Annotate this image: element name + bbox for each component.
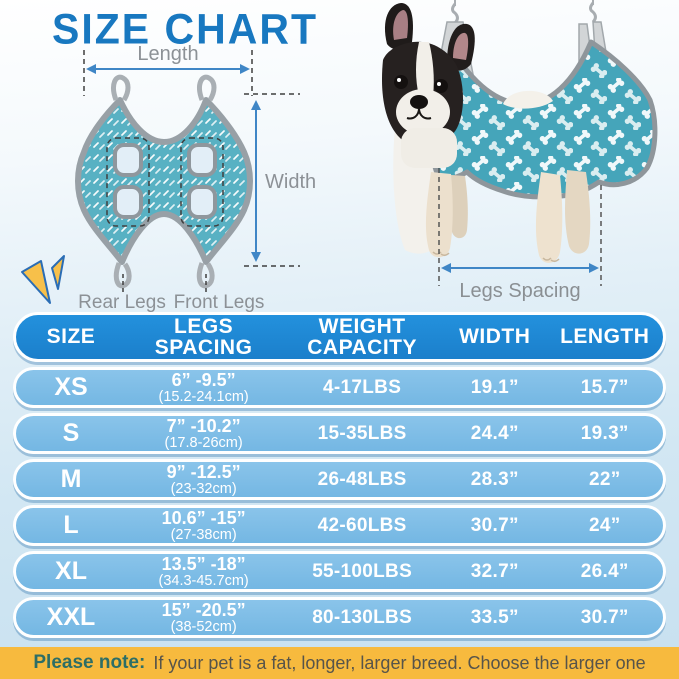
header-length: LENGTH: [560, 325, 650, 349]
page-title: SIZE CHART: [52, 4, 318, 54]
table-row-xs: XS 6” -9.5” (15.2-24.1cm) 4-17LBS 19.1” …: [13, 367, 666, 408]
table-row-xl: XL 13.5” -18” (34.3-45.7cm) 55-100LBS 32…: [13, 551, 666, 592]
legs-spacing-value: 10.6” -15” (27-38cm): [161, 507, 246, 543]
dog-nose: [410, 95, 428, 109]
length-value: 22”: [588, 468, 621, 490]
legs-spacing-value: 13.5” -18” (34.3-45.7cm): [158, 553, 249, 589]
dog-chin: [401, 128, 457, 168]
size-value: M: [60, 465, 82, 493]
legs-spacing-value: 15” -20.5” (38-52cm): [161, 599, 246, 635]
rear-leg-holes-outline: [106, 137, 150, 227]
front-legs-label: Front Legs: [174, 292, 265, 313]
length-value: 30.7”: [580, 606, 629, 628]
table-row-xxl: XXL 15” -20.5” (38-52cm) 80-130LBS 33.5”…: [13, 597, 666, 638]
note-bar: Please note: If your pet is a fat, longe…: [0, 647, 679, 679]
width-value: 28.3”: [470, 468, 519, 490]
weight-value: 55-100LBS: [312, 560, 413, 582]
length-value: 26.4”: [580, 560, 629, 582]
legs-spacing-value: 6” -9.5” (15.2-24.1cm): [158, 369, 249, 405]
size-value: XS: [54, 373, 88, 401]
weight-value: 80-130LBS: [312, 606, 413, 628]
dog-in-hammock-photo: Legs Spacing: [381, 0, 658, 302]
size-table: SIZE LEGS SPACING WEIGHT CAPACITY WIDTH …: [13, 312, 666, 638]
width-arrow: [251, 100, 261, 262]
width-value: 32.7”: [470, 560, 519, 582]
legs-spacing-value: 7” -10.2” (17.8-26cm): [164, 415, 243, 451]
table-row-s: S 7” -10.2” (17.8-26cm) 15-35LBS 24.4” 1…: [13, 413, 666, 454]
hammock-diagram: Length Width Rear L: [21, 43, 316, 313]
dog-chest: [503, 90, 553, 109]
size-value: L: [63, 511, 79, 539]
front-leg-holes-outline: [180, 137, 224, 227]
length-arrow: [86, 64, 250, 74]
length-value: 24”: [588, 514, 621, 536]
length-label: Length: [137, 43, 198, 65]
weight-value: 26-48LBS: [317, 468, 407, 490]
width-value: 19.1”: [470, 376, 519, 398]
weight-value: 4-17LBS: [323, 376, 402, 398]
size-value: S: [62, 419, 80, 447]
legs-spacing-arrow: [441, 263, 599, 273]
dog-muzzle: [396, 89, 450, 135]
weight-value: 15-35LBS: [317, 422, 407, 444]
width-value: 30.7”: [470, 514, 519, 536]
header-width: WIDTH: [459, 325, 531, 349]
header-legs-spacing: LEGS SPACING: [154, 314, 253, 359]
width-value: 33.5”: [470, 606, 519, 628]
hanging-hooks: [451, 0, 597, 25]
rear-legs-label: Rear Legs: [78, 292, 166, 313]
note-label: Please note:: [33, 652, 146, 673]
decoration-arrows: [21, 255, 65, 304]
header-size: SIZE: [46, 325, 96, 349]
header-weight-capacity: WEIGHT CAPACITY: [307, 314, 418, 359]
length-value: 15.7”: [580, 376, 629, 398]
length-value: 19.3”: [580, 422, 629, 444]
legs-spacing-label: Legs Spacing: [459, 280, 580, 302]
size-value: XXL: [46, 603, 96, 631]
weight-value: 42-60LBS: [317, 514, 407, 536]
note-text: If your pet is a fat, longer, larger bre…: [153, 652, 646, 673]
leg-holes: [113, 143, 217, 219]
dog-head: [381, 3, 475, 168]
width-label: Width: [265, 171, 316, 193]
size-value: XL: [55, 557, 87, 585]
width-value: 24.4”: [470, 422, 519, 444]
hammock-loops: [111, 74, 217, 289]
table-row-m: M 9” -12.5” (23-32cm) 26-48LBS 28.3” 22”: [13, 459, 666, 500]
table-header-row: SIZE LEGS SPACING WEIGHT CAPACITY WIDTH …: [13, 312, 666, 362]
table-row-l: L 10.6” -15” (27-38cm) 42-60LBS 30.7” 24…: [13, 505, 666, 546]
hammock-shape: [75, 97, 253, 265]
dog-blaze: [416, 42, 434, 96]
legs-spacing-value: 9” -12.5” (23-32cm): [166, 461, 241, 497]
